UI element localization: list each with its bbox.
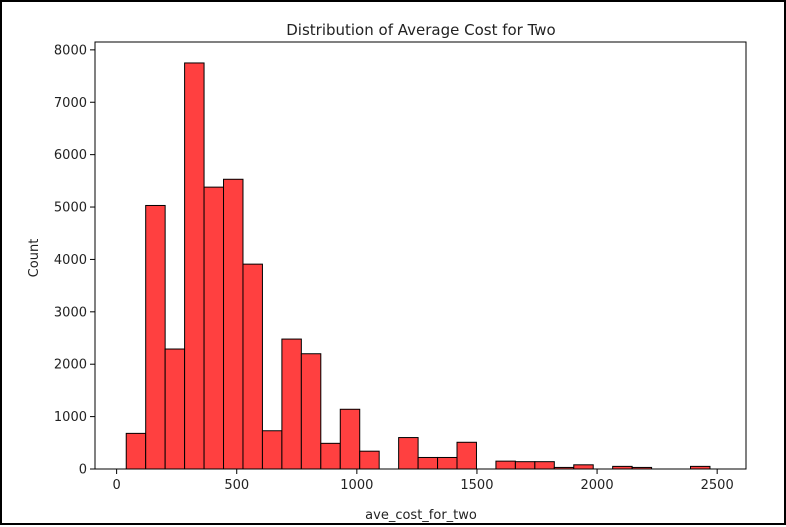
x-tick-label: 2000 (581, 478, 614, 493)
histogram-bar (456, 441, 477, 470)
histogram-bar (359, 450, 380, 470)
chart-title: Distribution of Average Cost for Two (286, 21, 556, 39)
histogram-bar (534, 461, 555, 470)
histogram-bar (437, 456, 458, 470)
histogram-bar (398, 437, 419, 470)
histogram-bar (514, 461, 536, 470)
histogram-bar (145, 204, 166, 470)
y-tick-label: 2000 (54, 358, 87, 373)
histogram-bar (417, 456, 439, 470)
x-tick-label: 500 (224, 478, 249, 493)
histogram-bar (320, 442, 341, 470)
y-tick-label: 3000 (54, 305, 87, 320)
histogram-bar (261, 430, 283, 470)
y-tick-label: 0 (79, 463, 87, 478)
y-tick-label: 1000 (54, 410, 87, 425)
histogram-bar (573, 464, 594, 470)
histogram-bar (203, 186, 225, 470)
y-tick-label: 7000 (54, 96, 87, 111)
x-axis-ticks: 0 500 1000 1500 2000 2500 (112, 469, 734, 493)
histogram-bar (495, 460, 516, 470)
plot-area-border (94, 41, 747, 470)
histogram-bar (184, 62, 205, 470)
x-axis-label: ave_cost_for_two (365, 508, 477, 523)
histogram-bar (281, 338, 302, 470)
y-axis-ticks: 0 1000 2000 3000 4000 5000 6000 7000 8000 (54, 43, 95, 478)
y-axis-label: Count (27, 239, 42, 278)
histogram-bar (223, 178, 244, 470)
x-tick-label: 0 (112, 478, 120, 493)
histogram-bar (300, 353, 322, 470)
y-tick-label: 5000 (54, 201, 87, 216)
y-tick-label: 8000 (54, 43, 87, 58)
x-tick-label: 2500 (701, 478, 734, 493)
y-tick-label: 4000 (54, 253, 87, 268)
x-tick-label: 1500 (460, 478, 493, 493)
x-tick-label: 1000 (340, 478, 373, 493)
y-tick-label: 6000 (54, 148, 87, 163)
histogram-bar (242, 263, 263, 470)
histogram-bars (125, 62, 711, 470)
histogram-bar (125, 432, 147, 470)
histogram-bar (339, 408, 361, 470)
histogram-bar (164, 348, 186, 470)
